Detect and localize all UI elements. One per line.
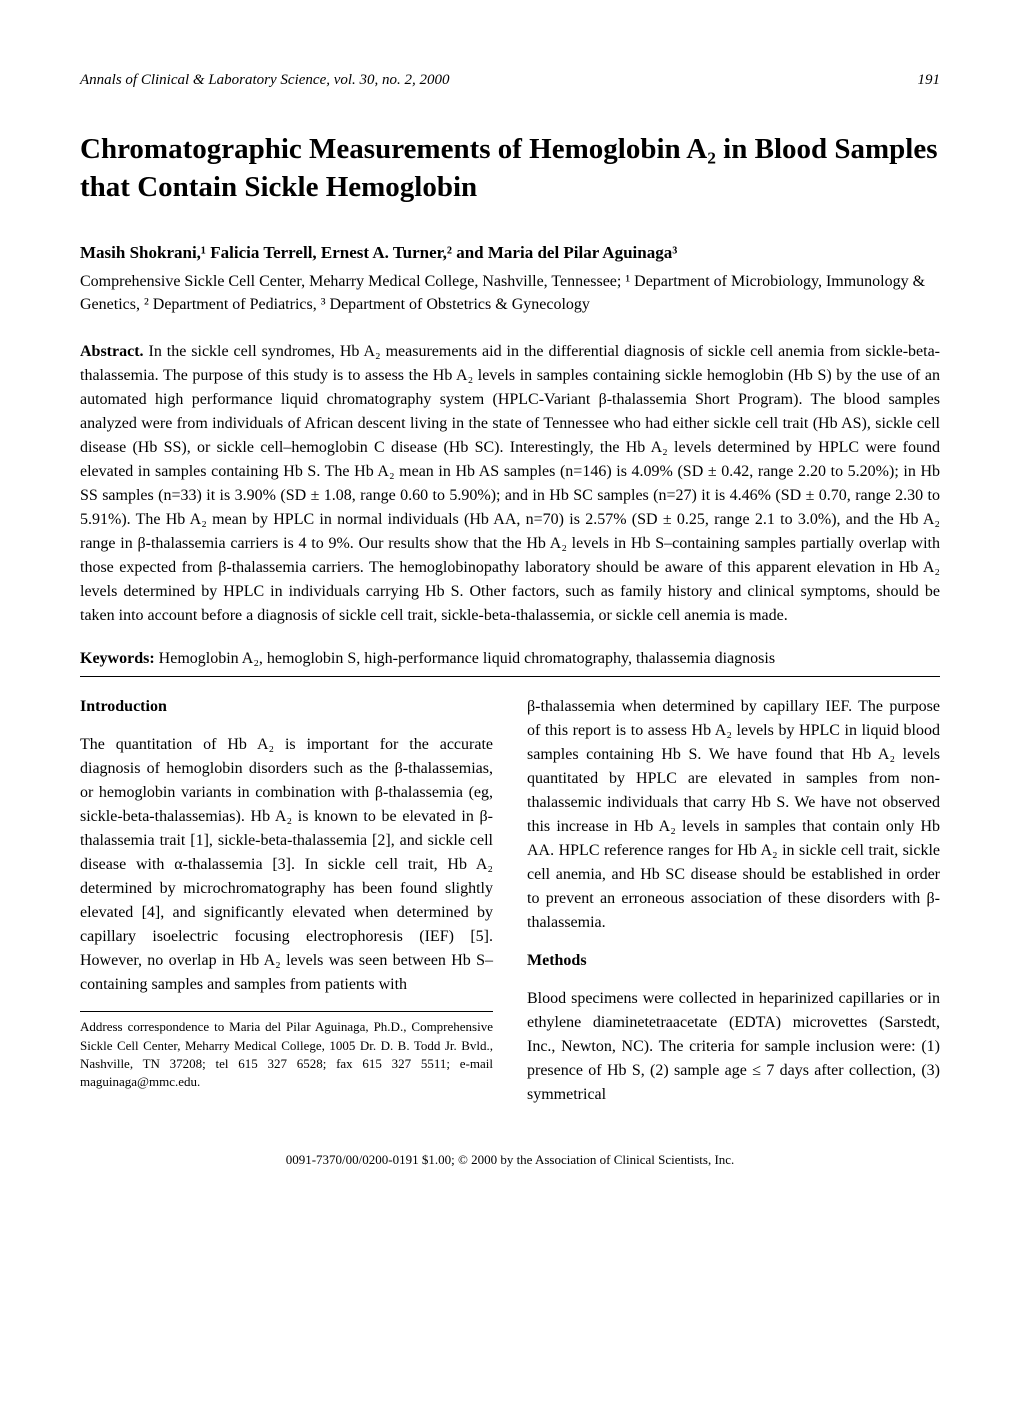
left-column: Introduction The quantitation of Hb A₂ i… xyxy=(80,695,493,1121)
correspondence-footnote: Address correspondence to Maria del Pila… xyxy=(80,1018,493,1091)
page-header: Annals of Clinical & Laboratory Science,… xyxy=(80,70,940,91)
methods-heading: Methods xyxy=(527,949,940,973)
body-columns: Introduction The quantitation of Hb A₂ i… xyxy=(80,695,940,1121)
keywords-section: Keywords: Hemoglobin A₂, hemoglobin S, h… xyxy=(80,648,940,670)
abstract-text: In the sickle cell syndromes, Hb A₂ meas… xyxy=(80,343,940,624)
page-number: 191 xyxy=(918,70,941,91)
introduction-continuation: β-thalassemia when determined by capilla… xyxy=(527,695,940,935)
affiliations: Comprehensive Sickle Cell Center, Meharr… xyxy=(80,271,940,316)
abstract-section: Abstract. In the sickle cell syndromes, … xyxy=(80,340,940,628)
copyright-footer: 0091-7370/00/0200-0191 $1.00; © 2000 by … xyxy=(80,1151,940,1169)
footnote-divider xyxy=(80,1011,493,1012)
abstract-label: Abstract. xyxy=(80,343,144,360)
article-title: Chromatographic Measurements of Hemoglob… xyxy=(80,131,940,206)
methods-text: Blood specimens were collected in hepari… xyxy=(527,987,940,1107)
introduction-heading: Introduction xyxy=(80,695,493,719)
keywords-text: Hemoglobin A₂, hemoglobin S, high-perfor… xyxy=(159,650,775,667)
section-divider xyxy=(80,676,940,677)
right-column: β-thalassemia when determined by capilla… xyxy=(527,695,940,1121)
authors-list: Masih Shokrani,¹ Falicia Terrell, Ernest… xyxy=(80,241,940,265)
keywords-label: Keywords: xyxy=(80,650,155,667)
journal-citation: Annals of Clinical & Laboratory Science,… xyxy=(80,70,450,91)
introduction-text: The quantitation of Hb A₂ is important f… xyxy=(80,733,493,997)
